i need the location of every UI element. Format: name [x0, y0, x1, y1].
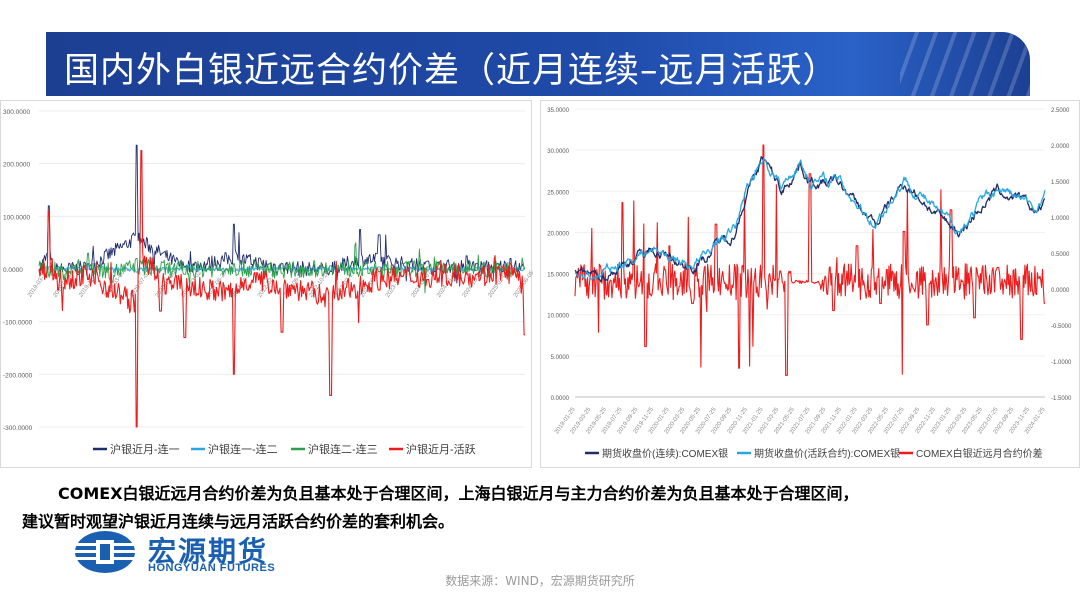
- analysis-note: COMEX白银近远月合约价差为负且基本处于合理区间，上海白银近月与主力合约价差为…: [22, 480, 1072, 536]
- legend-label: 期货收盘价(活跃合约):COMEX银: [754, 447, 900, 460]
- y-tick-label: 200.0000: [3, 162, 30, 169]
- y-tick-label: -100.0000: [3, 320, 33, 327]
- y-tick-label: 0.0000: [3, 267, 23, 274]
- y-right-tick-label: 2.0000: [1051, 144, 1070, 150]
- legend-label: 期货收盘价(连续):COMEX银: [602, 447, 728, 460]
- y-left-tick-label: 15.0000: [547, 273, 569, 279]
- series-line-price-2: [574, 157, 1046, 280]
- chart-right: 35.0000 30.0000 25.0000 20.0000 15.0000 10.00…: [547, 108, 1072, 460]
- y-tick-label: 100.0000: [3, 214, 30, 221]
- y-left-tick-label: 35.0000: [547, 108, 569, 114]
- y-left-tick-label: 10.0000: [547, 314, 569, 320]
- y-right-tick-label: 1.0000: [1051, 216, 1070, 222]
- logo-chinese-name: 宏源期货: [148, 535, 269, 568]
- chart-right-panel: 35.0000 30.0000 25.0000 20.0000 15.0000 10.00…: [540, 100, 1080, 468]
- page-title: 国内外白银近远合约价差（近月连续–远月活跃）: [64, 51, 839, 91]
- logo-mark-icon: [74, 531, 136, 573]
- y-right-tick-label: -1.0000: [1051, 360, 1072, 366]
- chart-left: 300.0000 200.0000 100.0000 0.0000 -100.0000 -…: [3, 109, 536, 456]
- legend-label: 沪银连二-连三: [308, 442, 378, 456]
- title-banner: 国内外白银近远合约价差（近月连续–远月活跃）: [46, 32, 1030, 96]
- y-right-tick-label: 2.5000: [1051, 108, 1070, 114]
- y-right-tick-label: 0.0000: [1051, 288, 1070, 294]
- y-tick-label: -300.0000: [3, 425, 33, 432]
- y-left-tick-label: 0.0000: [551, 396, 570, 402]
- y-right-tick-label: 0.5000: [1051, 252, 1070, 258]
- y-right-tick-label: -1.5000: [1051, 396, 1072, 402]
- y-left-tick-label: 25.0000: [547, 190, 569, 196]
- legend-label: 沪银近月-活跃: [406, 442, 476, 456]
- company-logo: 宏源期货 HONGYUAN FUTURES: [74, 530, 314, 576]
- banner-stripe-decoration: [900, 32, 1030, 96]
- y-tick-label: 300.0000: [3, 109, 30, 116]
- note-line-2: 建议暂时观望沪银近月连续与远月活跃合约价差的套利机会。: [22, 512, 455, 531]
- data-source: 数据来源：WIND，宏源期货研究所: [445, 574, 635, 588]
- series-line-4: [38, 149, 525, 428]
- chart-left-panel: 300.0000 200.0000 100.0000 0.0000 -100.0000 -…: [0, 100, 536, 468]
- y-left-tick-label: 5.0000: [551, 355, 570, 361]
- logo-english-name: HONGYUAN FUTURES: [148, 562, 276, 574]
- legend-label: 沪银近月-连一: [110, 442, 180, 456]
- y-right-tick-label: 1.5000: [1051, 180, 1070, 186]
- y-left-tick-label: 30.0000: [547, 149, 569, 155]
- series-line-price-1: [574, 156, 1046, 283]
- note-line-1-text: COMEX白银近远月合约价差为负且基本处于合理区间，上海白银近月与主力合约价差为…: [58, 484, 859, 503]
- y-tick-label: -200.0000: [3, 372, 33, 379]
- y-left-tick-label: 20.0000: [547, 231, 569, 237]
- legend-label: COMEX白银近远月合约价差: [916, 447, 1043, 460]
- y-right-tick-label: -0.5000: [1051, 324, 1072, 330]
- legend-label: 沪银连一-连二: [208, 442, 278, 456]
- series-line-1: [38, 144, 525, 284]
- series-line-spread: [574, 144, 1045, 376]
- note-line-1: COMEX白银近远月合约价差为负且基本处于合理区间，上海白银近月与主力合约价差为…: [22, 480, 1072, 508]
